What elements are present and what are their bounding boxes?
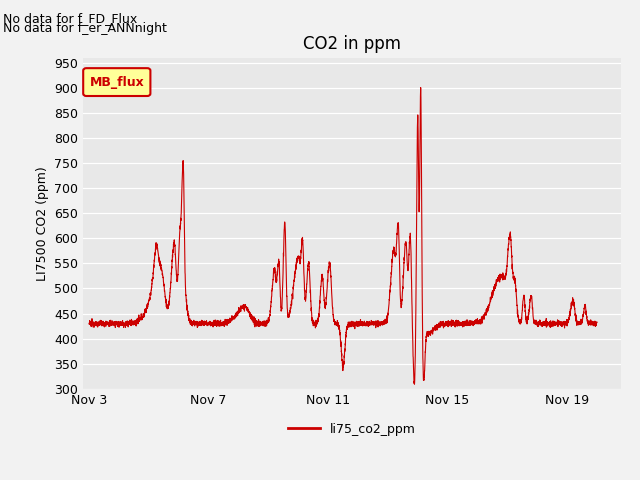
Title: CO2 in ppm: CO2 in ppm bbox=[303, 35, 401, 53]
Text: No data for f_er_ANNnight: No data for f_er_ANNnight bbox=[3, 22, 167, 35]
Text: No data for f_FD_Flux: No data for f_FD_Flux bbox=[3, 12, 138, 25]
Y-axis label: LI7500 CO2 (ppm): LI7500 CO2 (ppm) bbox=[36, 166, 49, 281]
Text: MB_flux: MB_flux bbox=[90, 75, 144, 89]
Legend: li75_co2_ppm: li75_co2_ppm bbox=[284, 418, 420, 441]
